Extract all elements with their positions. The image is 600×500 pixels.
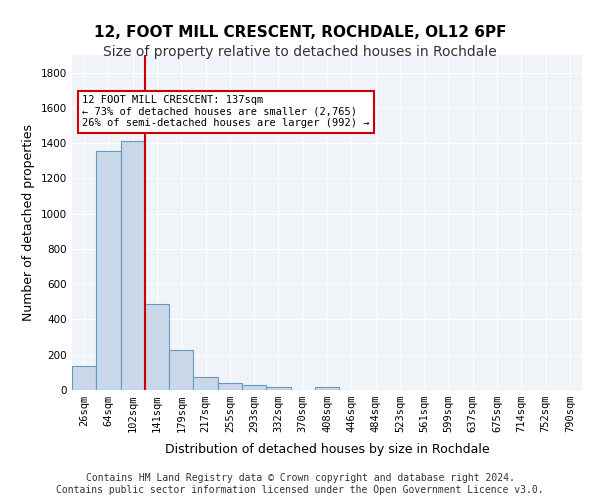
Bar xyxy=(145,304,169,390)
Bar xyxy=(242,385,266,390)
Bar xyxy=(96,151,121,390)
Y-axis label: Number of detached properties: Number of detached properties xyxy=(22,124,35,321)
Bar xyxy=(218,382,242,390)
Bar xyxy=(193,377,218,390)
Text: Contains HM Land Registry data © Crown copyright and database right 2024.
Contai: Contains HM Land Registry data © Crown c… xyxy=(56,474,544,495)
X-axis label: Distribution of detached houses by size in Rochdale: Distribution of detached houses by size … xyxy=(164,444,490,456)
Text: Size of property relative to detached houses in Rochdale: Size of property relative to detached ho… xyxy=(103,45,497,59)
Bar xyxy=(121,142,145,390)
Text: 12, FOOT MILL CRESCENT, ROCHDALE, OL12 6PF: 12, FOOT MILL CRESCENT, ROCHDALE, OL12 6… xyxy=(94,25,506,40)
Bar xyxy=(72,366,96,390)
Bar xyxy=(315,387,339,390)
Text: 12 FOOT MILL CRESCENT: 137sqm
← 73% of detached houses are smaller (2,765)
26% o: 12 FOOT MILL CRESCENT: 137sqm ← 73% of d… xyxy=(82,95,370,128)
Bar xyxy=(169,350,193,390)
Bar xyxy=(266,388,290,390)
